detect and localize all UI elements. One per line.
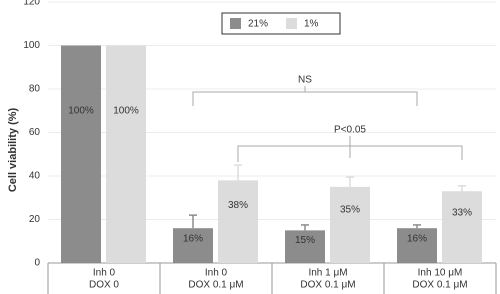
bar bbox=[330, 186, 370, 263]
x-tick-label: Inh 1 μM bbox=[308, 268, 347, 279]
bar bbox=[61, 45, 101, 263]
y-tick-label: 60 bbox=[29, 127, 41, 138]
value-label: 16% bbox=[183, 233, 203, 244]
y-tick-label: 0 bbox=[34, 258, 40, 269]
x-tick-label: Inh 0 bbox=[93, 268, 116, 279]
bar bbox=[218, 180, 258, 263]
x-tick-label: DOX 0.1 μM bbox=[412, 280, 467, 291]
legend-swatch bbox=[286, 18, 297, 29]
x-tick-label: Inh 10 μM bbox=[418, 268, 463, 279]
y-tick-label: 40 bbox=[29, 171, 41, 182]
legend-swatch bbox=[230, 18, 241, 29]
value-label: 15% bbox=[295, 235, 315, 246]
bar bbox=[442, 191, 482, 263]
legend-label: 21% bbox=[248, 19, 268, 30]
bar bbox=[285, 230, 325, 263]
annotation: P<0.05 bbox=[334, 125, 366, 136]
value-label: 16% bbox=[407, 233, 427, 244]
legend-box bbox=[221, 12, 341, 35]
bar bbox=[106, 45, 146, 263]
bracket bbox=[237, 136, 463, 162]
x-tick-label: DOX 0 bbox=[89, 280, 119, 291]
y-tick-label: 80 bbox=[29, 84, 41, 95]
y-tick-label: 100 bbox=[23, 40, 40, 51]
value-label: 100% bbox=[113, 105, 139, 116]
y-tick-label: 120 bbox=[23, 0, 40, 8]
annotation: NS bbox=[298, 75, 312, 86]
value-label: 35% bbox=[340, 204, 360, 215]
value-label: 38% bbox=[228, 200, 248, 211]
y-axis-label: Cell viability (%) bbox=[7, 107, 19, 192]
x-tick-label: DOX 0.1 μM bbox=[300, 280, 355, 291]
value-label: 33% bbox=[452, 207, 472, 218]
x-tick-label: DOX 0.1 μM bbox=[188, 280, 243, 291]
legend-label: 1% bbox=[304, 19, 319, 30]
bracket bbox=[192, 86, 418, 106]
bar bbox=[397, 228, 437, 263]
value-label: 100% bbox=[68, 105, 94, 116]
y-tick-label: 20 bbox=[29, 214, 41, 225]
x-tick-label: Inh 0 bbox=[205, 268, 228, 279]
bar bbox=[173, 228, 213, 263]
